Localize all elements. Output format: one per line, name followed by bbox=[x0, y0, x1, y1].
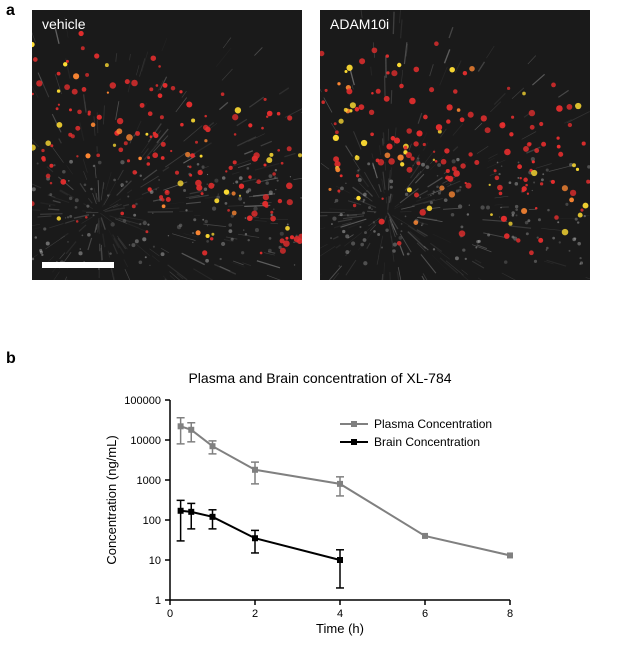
chart-svg: 0 2 4 6 8 1 10 100 1000 10000 100000 Time (h) Concen… bbox=[100, 394, 530, 640]
micrograph-vehicle: vehicle bbox=[32, 10, 302, 280]
micrograph-adam10i-svg bbox=[320, 10, 590, 280]
panel-a-images: vehicle ADAM10i bbox=[32, 10, 590, 280]
svg-text:100000: 100000 bbox=[124, 395, 161, 407]
panel-b-label: b bbox=[6, 350, 16, 368]
svg-text:6: 6 bbox=[422, 608, 428, 620]
svg-text:10: 10 bbox=[149, 555, 161, 567]
svg-text:8: 8 bbox=[507, 608, 513, 620]
svg-text:1000: 1000 bbox=[137, 475, 161, 487]
svg-text:Concentration (ng/mL): Concentration (ng/mL) bbox=[104, 435, 119, 564]
svg-text:10000: 10000 bbox=[130, 435, 161, 447]
svg-text:Brain Concentration: Brain Concentration bbox=[374, 435, 480, 449]
svg-text:2: 2 bbox=[252, 608, 258, 620]
micrograph-vehicle-svg bbox=[32, 10, 302, 280]
svg-text:100: 100 bbox=[143, 515, 161, 527]
svg-text:4: 4 bbox=[337, 608, 343, 620]
micrograph-adam10i-caption: ADAM10i bbox=[330, 16, 389, 32]
svg-text:1: 1 bbox=[155, 595, 161, 607]
micrograph-vehicle-caption: vehicle bbox=[42, 16, 86, 32]
panel-a-label: a bbox=[6, 2, 15, 20]
svg-text:Time (h): Time (h) bbox=[316, 621, 364, 636]
panel-b-chart: Plasma and Brain concentration of XL-784… bbox=[100, 370, 540, 640]
scalebar bbox=[42, 262, 114, 268]
chart-title: Plasma and Brain concentration of XL-784 bbox=[100, 370, 540, 386]
micrograph-adam10i: ADAM10i bbox=[320, 10, 590, 280]
svg-text:0: 0 bbox=[167, 608, 173, 620]
svg-text:Plasma Concentration: Plasma Concentration bbox=[374, 417, 492, 431]
